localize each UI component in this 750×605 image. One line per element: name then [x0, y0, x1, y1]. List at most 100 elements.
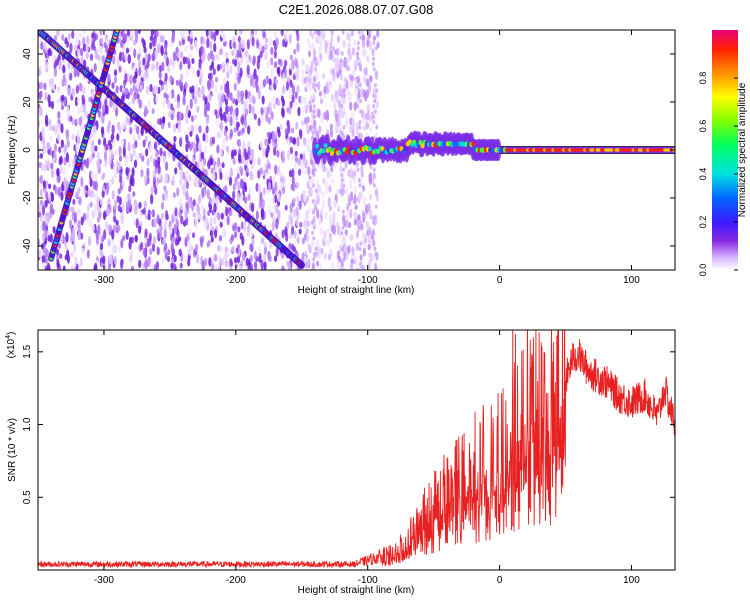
- heatmap-noise-cell: [264, 43, 268, 52]
- heatmap-noise-cell: [112, 55, 116, 65]
- heatmap-noise-cell: [349, 170, 353, 180]
- heatmap-noise-cell: [263, 241, 267, 248]
- heatmap-noise-cell: [69, 115, 73, 122]
- heatmap-noise-cell: [177, 124, 181, 133]
- heatmap-noise-cell: [264, 209, 268, 220]
- heatmap-noise-cell: [202, 133, 206, 142]
- heatmap-noise-cell: [122, 121, 126, 130]
- heatmap-noise-cell: [174, 167, 178, 175]
- heatmap-noise-cell: [243, 100, 247, 112]
- heatmap-noise-cell: [151, 63, 156, 70]
- heatmap-noise-cell: [47, 148, 51, 155]
- heatmap-streak-cell: [342, 267, 346, 270]
- heatmap-noise-cell: [177, 51, 181, 59]
- heatmap-noise-cell: [107, 262, 111, 270]
- heatmap-noise-cell: [229, 129, 233, 138]
- heatmap-noise-cell: [125, 230, 129, 240]
- heatmap-noise-cell: [99, 45, 103, 55]
- heatmap-noise-cell: [127, 142, 131, 152]
- heatmap-noise-cell: [288, 262, 292, 270]
- heatmap-noise-cell: [346, 31, 350, 41]
- heatmap-noise-cell: [259, 139, 263, 149]
- heatmap-noise-cell: [138, 225, 142, 234]
- heatmap-noise-cell: [42, 144, 46, 153]
- heatmap-noise-cell: [139, 241, 144, 251]
- heatmap-noise-cell: [149, 41, 153, 50]
- heatmap-tone-core: [471, 141, 476, 147]
- heatmap-streak-cell: [342, 88, 346, 93]
- heatmap-noise-cell: [191, 58, 195, 64]
- heatmap-noise-cell: [87, 139, 92, 145]
- heatmap-noise-cell: [368, 175, 372, 186]
- heatmap-noise-cell: [82, 97, 86, 105]
- heatmap-noise-cell: [132, 217, 136, 225]
- heatmap-noise-cell: [182, 56, 186, 65]
- heatmap-noise-cell: [108, 179, 112, 190]
- heatmap-noise-cell: [171, 30, 176, 39]
- heatmap-noise-cell: [262, 187, 266, 195]
- heatmap-noise-cell: [280, 181, 284, 188]
- heatmap-streak-cell: [359, 220, 363, 225]
- heatmap-noise-cell: [77, 219, 81, 230]
- heatmap-noise-cell: [163, 92, 167, 99]
- heatmap-noise-cell: [299, 221, 303, 228]
- heatmap-noise-cell: [164, 175, 168, 185]
- heatmap-noise-cell: [129, 193, 134, 202]
- heatmap-noise-cell: [77, 232, 81, 241]
- heatmap-noise-cell: [172, 236, 176, 244]
- heatmap-noise-cell: [222, 32, 226, 43]
- heatmap-noise-cell: [272, 133, 276, 143]
- heatmap-noise-cell: [272, 175, 276, 186]
- heatmap-noise-cell: [107, 73, 111, 83]
- heatmap-noise-cell: [142, 139, 146, 148]
- heatmap-noise-cell: [155, 60, 159, 71]
- heatmap-noise-cell: [153, 180, 157, 189]
- heatmap-noise-cell: [73, 211, 77, 222]
- heatmap-noise-cell: [80, 122, 85, 133]
- heatmap-noise-cell: [242, 252, 246, 262]
- heatmap-noise-cell: [75, 35, 79, 46]
- snr-y-multiplier-close: ): [6, 332, 17, 335]
- heatmap-noise-cell: [374, 131, 379, 139]
- heatmap-noise-cell: [251, 202, 255, 213]
- heatmap-noise-cell: [232, 183, 236, 191]
- heatmap-noise-cell: [46, 262, 51, 270]
- heatmap-noise-cell: [343, 245, 348, 253]
- heatmap-noise-cell: [208, 93, 212, 102]
- heatmap-noise-cell: [207, 210, 211, 217]
- heatmap-noise-cell: [96, 216, 101, 223]
- heatmap-noise-cell: [111, 82, 115, 89]
- heatmap-noise-cell: [185, 117, 189, 125]
- heatmap-noise-cell: [70, 65, 74, 75]
- heatmap-streak-cell: [342, 257, 346, 262]
- heatmap-noise-cell: [232, 116, 236, 126]
- heatmap-noise-cell: [267, 181, 272, 192]
- heatmap-noise-cell: [251, 105, 255, 116]
- heatmap-noise-cell: [99, 242, 104, 251]
- heatmap-noise-cell: [154, 84, 159, 95]
- heatmap-noise-cell: [178, 198, 182, 207]
- heatmap-noise-cell: [197, 194, 202, 204]
- heatmap-noise-cell: [189, 98, 193, 109]
- heatmap-noise-cell: [369, 238, 374, 248]
- heatmap-noise-cell: [315, 238, 319, 248]
- heatmap-noise-cell: [198, 141, 202, 151]
- heatmap-noise-cell: [290, 127, 295, 134]
- heatmap-noise-cell: [80, 216, 84, 226]
- heatmap-noise-cell: [163, 53, 167, 61]
- heatmap-noise-cell: [145, 68, 149, 78]
- heatmap-noise-cell: [247, 193, 251, 202]
- heatmap-noise-cell: [132, 65, 136, 72]
- heatmap-noise-cell: [57, 186, 61, 197]
- heatmap-noise-cell: [38, 203, 42, 213]
- heatmap-noise-cell: [259, 167, 263, 175]
- heatmap-noise-cell: [153, 236, 157, 245]
- heatmap-streak-cell: [373, 183, 376, 188]
- heatmap-noise-cell: [308, 82, 312, 93]
- heatmap-noise-cell: [111, 229, 115, 240]
- heatmap-noise-cell: [339, 188, 343, 195]
- heatmap-noise-cell: [236, 30, 240, 39]
- heatmap-noise-cell: [207, 79, 211, 89]
- heatmap-noise-cell: [159, 147, 163, 157]
